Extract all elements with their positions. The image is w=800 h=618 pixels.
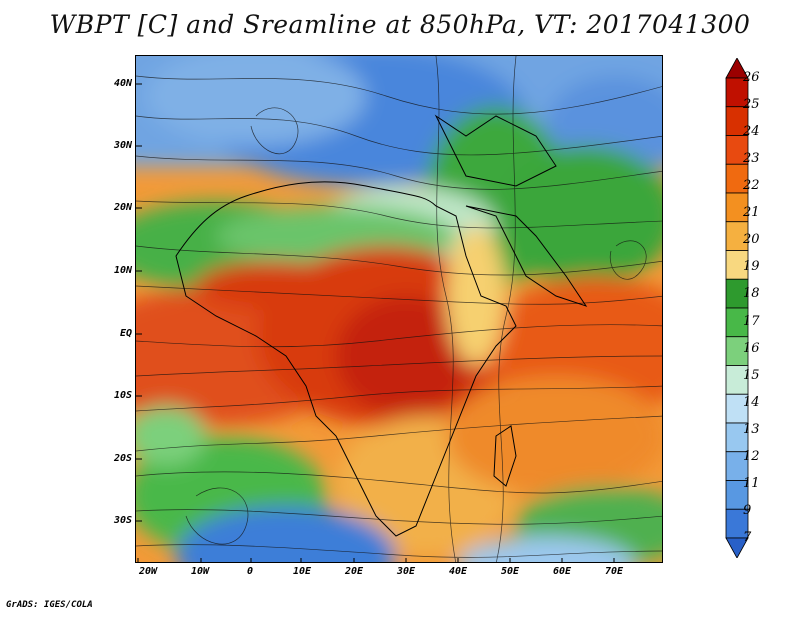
colorbar-label: 20 [743, 232, 760, 248]
streamlines [136, 56, 662, 562]
lon-label-20e: 20E [344, 566, 364, 577]
axis-ticks [136, 83, 615, 562]
colorbar-label: 15 [743, 367, 760, 383]
colorbar-label: 11 [743, 475, 760, 491]
colorbar-label: 12 [743, 448, 760, 464]
map-panel [135, 55, 663, 563]
lon-label-70e: 70E [604, 566, 624, 577]
colorbar-label: 25 [743, 97, 760, 113]
lat-label-30n: 30N [113, 140, 132, 151]
lat-label-20s: 20S [113, 453, 132, 464]
colorbar-bottom-arrow [725, 537, 749, 558]
coastlines [175, 114, 588, 537]
lat-label-20n: 20N [113, 202, 132, 213]
lat-label-10s: 10S [113, 390, 132, 401]
lon-label-20w: 20W [138, 566, 158, 577]
colorbar-label: 23 [743, 151, 760, 167]
colorbar-label: 22 [743, 178, 760, 194]
lat-label-30s: 30S [113, 515, 132, 526]
colorbar-label: 13 [743, 421, 760, 437]
lon-label-60e: 60E [552, 566, 572, 577]
colorbar-label: 14 [743, 394, 760, 410]
wbpt-streamline-field [136, 56, 662, 562]
lat-label-40n: 40N [113, 78, 132, 89]
colorbar-label: 17 [743, 313, 760, 329]
color-bar [725, 58, 749, 558]
lon-label-10w: 10W [190, 566, 210, 577]
colorbar-label: 19 [743, 259, 760, 275]
colorbar-label: 7 [743, 530, 752, 545]
colorbar-label: 9 [743, 502, 752, 518]
colorbar-label: 18 [743, 286, 760, 302]
lat-label-10n: 10N [113, 265, 132, 276]
colorbar-label: 21 [743, 205, 760, 221]
grads-credit: GrADS: IGES/COLA [6, 600, 93, 610]
lon-label-50e: 50E [500, 566, 520, 577]
lat-label-eq: EQ [119, 328, 132, 339]
lon-label-10e: 10E [292, 566, 312, 577]
lon-label-40e: 40E [448, 566, 468, 577]
colorbar-label: 24 [743, 124, 760, 140]
lon-label-0: 0 [246, 566, 254, 577]
colorbar-label: 26 [743, 70, 760, 85]
temperature-field [136, 56, 662, 562]
map-title: WBPT [C] and Sreamline at 850hPa, VT: 20… [49, 10, 751, 39]
colorbar-label: 16 [743, 340, 760, 356]
lon-label-30e: 30E [396, 566, 416, 577]
